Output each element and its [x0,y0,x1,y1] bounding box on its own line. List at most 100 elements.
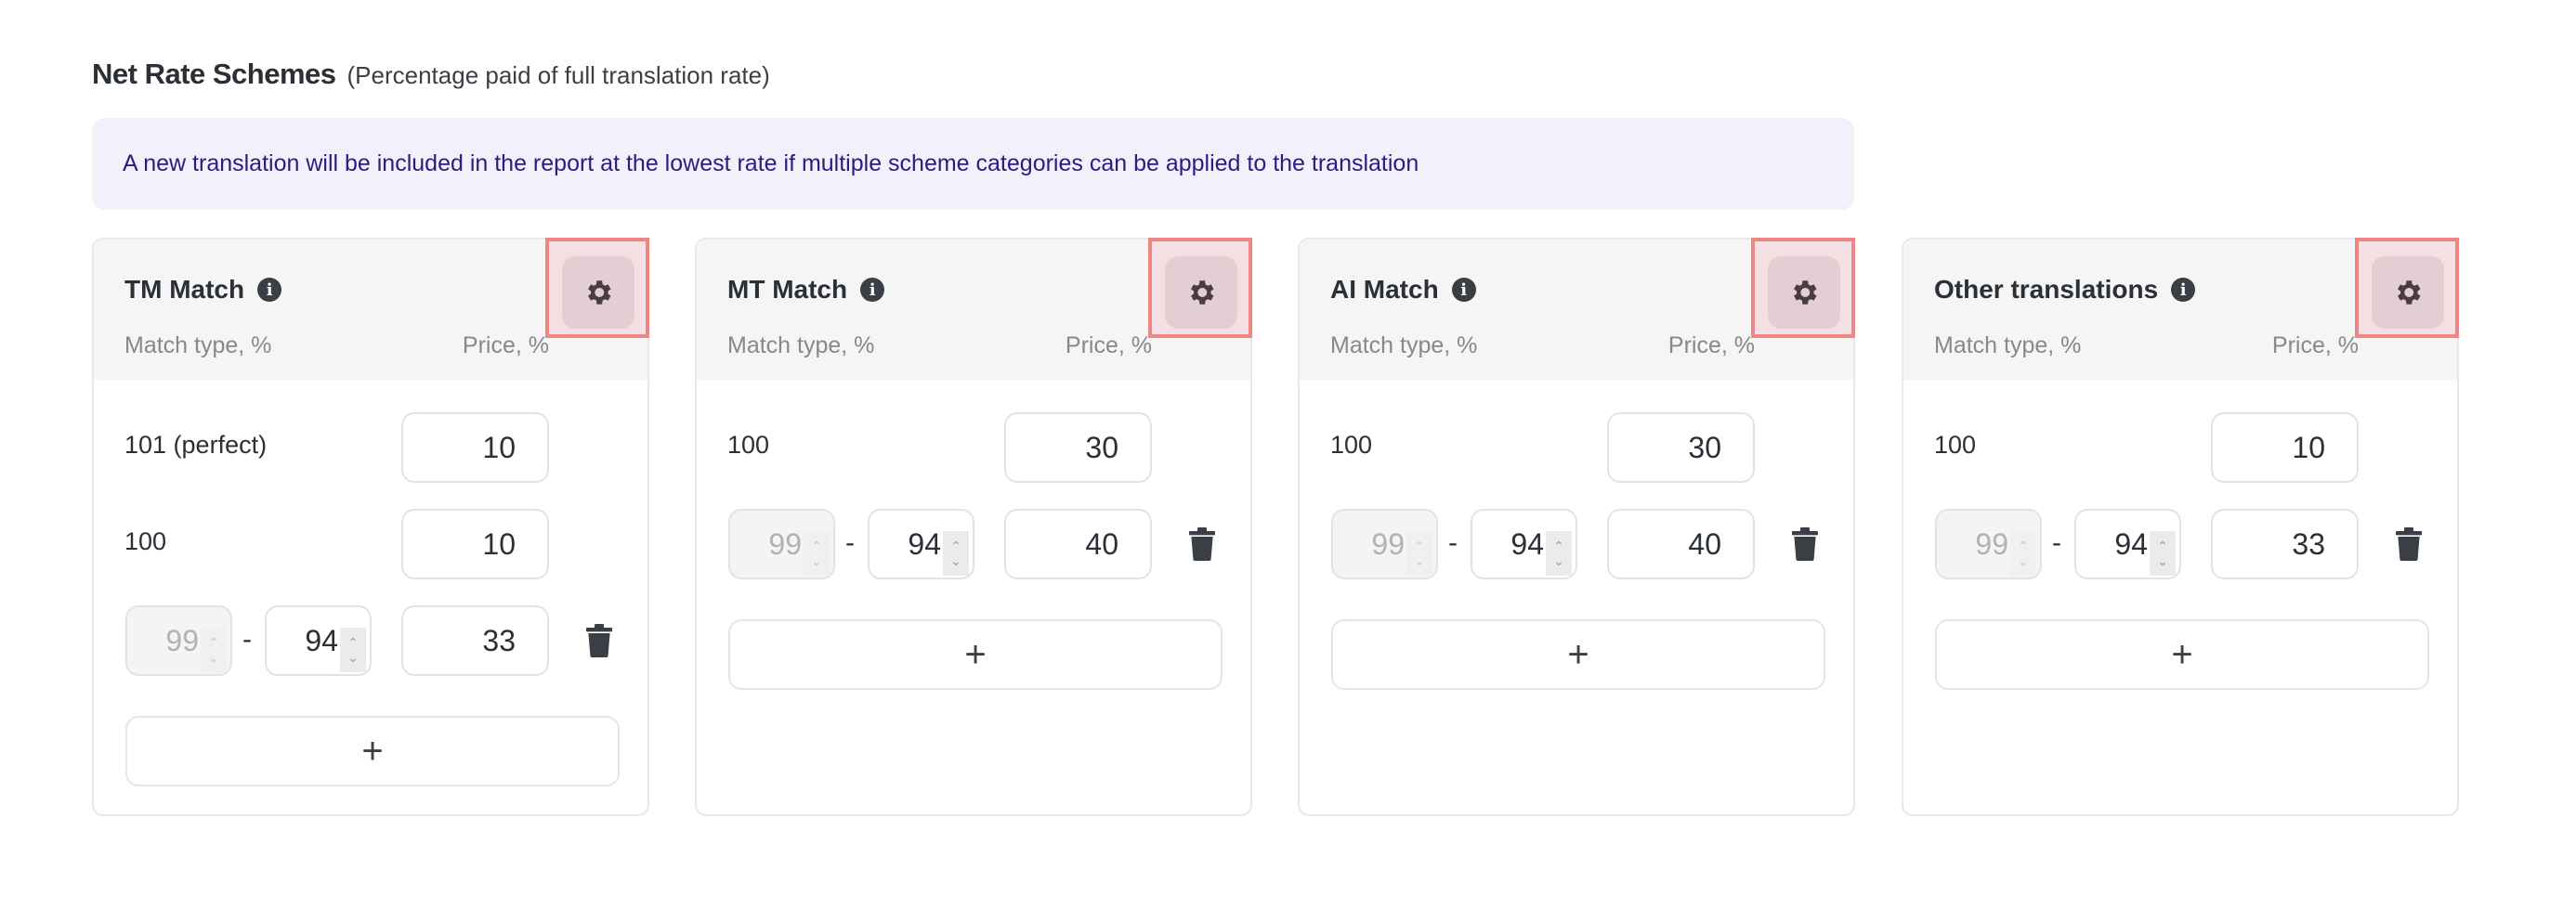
gear-icon [2392,277,2424,308]
range-separator: - [845,527,855,558]
plus-icon: + [964,633,987,675]
range-to-input[interactable]: 94 ⌃ ⌄ [1471,509,1577,579]
trash-icon [2396,527,2422,565]
stepper-icon[interactable]: ⌃ ⌄ [2150,531,2176,576]
plus-icon: + [1567,633,1589,675]
card-header [1903,240,2457,380]
card-title-text: Other translations [1934,275,2159,304]
match-type-label: 100 [124,527,167,555]
info-icon[interactable]: i [2171,278,2196,302]
card-title-text: AI Match [1330,275,1439,304]
range-to-value: 94 [1510,526,1544,561]
settings-button[interactable] [1165,256,1237,329]
range-from-input: 99 ⌃ ⌄ [728,509,835,579]
card-title: Other translations i [1934,275,2196,305]
column-header-match-type: Match type, % [727,332,875,358]
add-row-button[interactable]: + [1935,619,2429,690]
price-input[interactable]: 40 [1004,509,1152,579]
price-value: 40 [1688,526,1721,561]
price-input[interactable]: 10 [401,509,549,579]
info-icon[interactable]: i [1451,278,1476,302]
column-header-price: Price, % [462,332,549,358]
scheme-card-other-translations: Other translations i Match type, % Price… [1902,238,2459,816]
settings-button[interactable] [2372,256,2444,329]
delete-row-button[interactable] [1189,527,1215,561]
settings-button[interactable] [562,256,634,329]
scheme-card-mt-match: MT Match i Match type, % Price, % 100 30… [695,238,1252,816]
gear-icon [1788,277,1820,308]
settings-button[interactable] [1768,256,1840,329]
range-separator: - [1448,527,1458,558]
range-from-input: 99 ⌃ ⌄ [1331,509,1438,579]
stepper-icon[interactable]: ⌃ ⌄ [943,531,969,576]
price-value: 30 [1688,430,1721,464]
add-row-button[interactable]: + [728,619,1223,690]
page-title: Net Rate Schemes [92,58,336,90]
match-type-label: 100 [1934,431,1977,459]
card-header [1300,240,1853,380]
price-input[interactable]: 10 [2211,412,2359,483]
column-header-price: Price, % [1667,332,1755,358]
price-input[interactable]: 10 [401,412,549,483]
stepper-icon[interactable]: ⌃ ⌄ [340,628,366,672]
stepper-icon[interactable]: ⌃ ⌄ [1546,531,1572,576]
price-input[interactable]: 40 [1607,509,1755,579]
page-subtitle: (Percentage paid of full translation rat… [347,61,770,89]
price-value: 10 [2292,430,2325,464]
info-banner: A new translation will be included in th… [92,118,1854,210]
price-input[interactable]: 30 [1607,412,1755,483]
price-value: 33 [2292,526,2325,561]
column-header-match-type: Match type, % [124,332,272,358]
card-header [697,240,1250,380]
price-value: 30 [1085,430,1118,464]
column-header-match-type: Match type, % [1330,332,1478,358]
price-input[interactable]: 33 [2211,509,2359,579]
price-input[interactable]: 33 [401,605,549,676]
gear-icon [1185,277,1217,308]
column-header-match-type: Match type, % [1934,332,2082,358]
range-to-input[interactable]: 94 ⌃ ⌄ [265,605,372,676]
range-from-value: 99 [1371,526,1405,561]
stepper-icon: ⌃ ⌄ [1406,531,1432,576]
card-title: TM Match i [124,275,282,305]
range-to-input[interactable]: 94 ⌃ ⌄ [2074,509,2181,579]
card-title-text: TM Match [124,275,245,304]
range-to-value: 94 [908,526,941,561]
gear-icon [582,277,614,308]
range-to-input[interactable]: 94 ⌃ ⌄ [868,509,974,579]
match-type-label: 100 [727,431,770,459]
price-value: 10 [482,430,516,464]
range-to-value: 94 [2114,526,2148,561]
plus-icon: + [2171,633,2193,675]
add-row-button[interactable]: + [1331,619,1825,690]
range-from-input: 99 ⌃ ⌄ [1935,509,2042,579]
plus-icon: + [361,730,384,772]
range-separator: - [2052,527,2061,558]
delete-row-button[interactable] [586,624,612,657]
highlight-box [1751,238,1855,338]
scheme-card-tm-match: TM Match i Match type, % Price, % 101 (p… [92,238,649,816]
trash-icon [1792,527,1818,565]
card-header [94,240,647,380]
delete-row-button[interactable] [2396,527,2422,561]
banner-text: A new translation will be included in th… [123,150,1419,176]
column-header-price: Price, % [2271,332,2359,358]
price-value: 10 [482,526,516,561]
card-title: AI Match i [1330,275,1476,305]
match-type-label: 100 [1330,431,1373,459]
highlight-box [2355,238,2459,338]
column-header-price: Price, % [1065,332,1152,358]
card-title-text: MT Match [727,275,848,304]
delete-row-button[interactable] [1792,527,1818,561]
add-row-button[interactable]: + [125,716,620,786]
info-icon[interactable]: i [257,278,282,302]
range-to-value: 94 [305,623,338,657]
price-input[interactable]: 30 [1004,412,1152,483]
stepper-icon: ⌃ ⌄ [804,531,830,576]
price-value: 40 [1085,526,1118,561]
info-icon[interactable]: i [860,278,885,302]
range-from-value: 99 [1975,526,2008,561]
scheme-card-ai-match: AI Match i Match type, % Price, % 100 30… [1298,238,1855,816]
trash-icon [1189,527,1215,565]
section-title: Net Rate Schemes (Percentage paid of ful… [92,58,770,91]
